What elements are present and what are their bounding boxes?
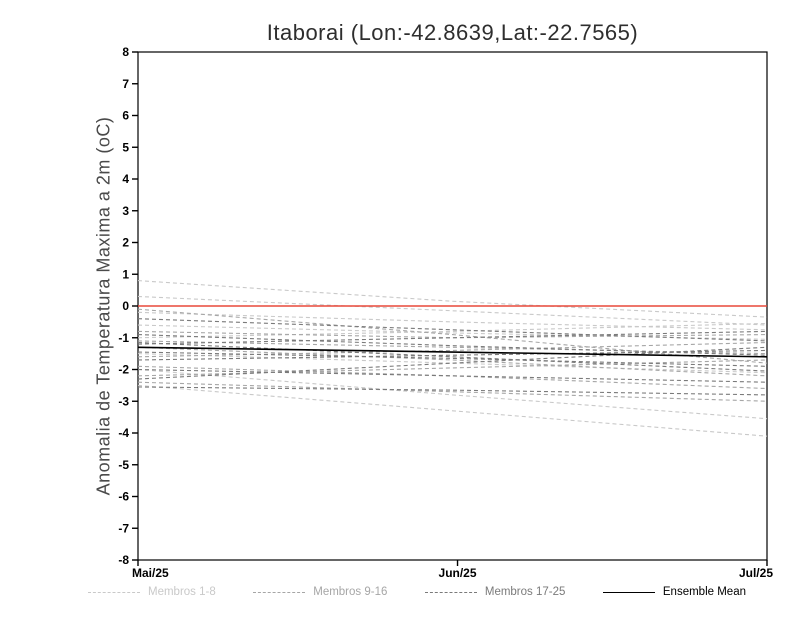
member-line (137, 384, 768, 437)
member-line (137, 280, 768, 318)
legend-item-membros-1-8: Membros 1-8 (88, 586, 216, 598)
legend-label: Membros 1-8 (148, 586, 216, 598)
y-tick-label: 0 (122, 299, 129, 313)
x-tick-label: Jun/25 (439, 566, 477, 580)
legend-item-membros-9-16: Membros 9-16 (253, 586, 387, 598)
solid-line-sample (602, 591, 655, 593)
y-tick-label: 8 (122, 45, 129, 59)
legend-item-membros-17-25: Membros 17-25 (424, 586, 566, 598)
y-tick-label: -1 (118, 331, 129, 345)
y-tick-label: 1 (122, 267, 129, 281)
y-tick-label: 4 (122, 172, 129, 186)
y-tick-label: 5 (122, 140, 129, 154)
x-tick-label: Mai/25 (132, 566, 169, 580)
dashed-line-sample (88, 591, 140, 593)
dashed-line-sample (253, 591, 306, 593)
legend-label: Membros 17-25 (484, 586, 566, 598)
y-tick-label: 3 (122, 204, 129, 218)
ensemble-mean-line (137, 346, 768, 358)
y-tick-label: 7 (122, 77, 129, 91)
legend-label: Membros 9-16 (313, 586, 388, 598)
member-line (137, 351, 768, 367)
legend-label: Ensemble Mean (662, 586, 746, 598)
y-tick-label: 6 (122, 109, 129, 123)
y-tick-label: -8 (118, 553, 129, 567)
y-tick-label: -7 (118, 521, 129, 535)
member-line (137, 368, 768, 420)
y-tick-label: -5 (118, 458, 129, 472)
dashed-line-sample (424, 591, 477, 593)
y-tick-label: -4 (118, 426, 129, 440)
member-line (137, 386, 768, 396)
member-line (137, 359, 768, 377)
chart-title: Itaborai (Lon:-42.8639,Lat:-22.7565) (266, 20, 639, 45)
y-tick-label: 2 (122, 236, 129, 250)
x-tick-label: Jul/25 (739, 566, 773, 580)
y-tick-label: -2 (118, 363, 129, 377)
member-line (137, 353, 768, 374)
member-line (137, 308, 768, 364)
legend: Membros 1-8 Membros 9-16 Membros 17-25 E… (88, 586, 746, 598)
legend-item-ensemble-mean: Ensemble Mean (602, 586, 746, 598)
y-tick-label: -3 (118, 394, 129, 408)
y-tick-label: -6 (118, 490, 129, 504)
